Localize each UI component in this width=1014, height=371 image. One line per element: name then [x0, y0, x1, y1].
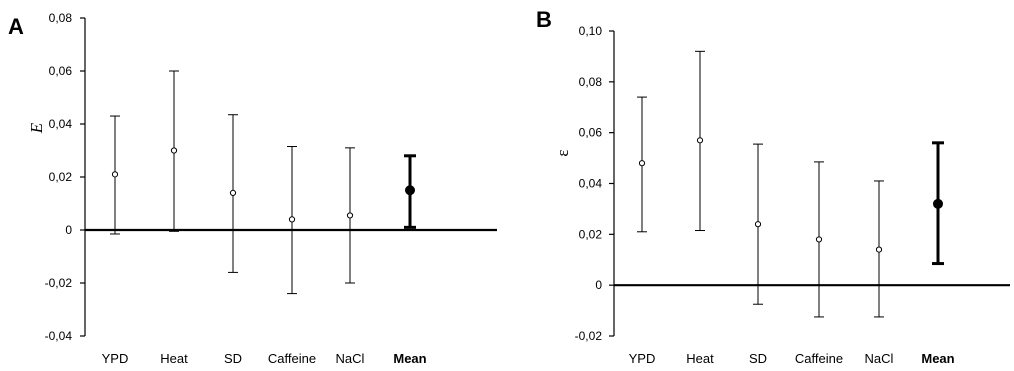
y-tick-label: 0,08: [49, 11, 73, 25]
chart-panel-a: A E 0,08 0,06 0,04 0,02 0 -0,02 -0,04 YPD Heat SD Ca…: [8, 11, 497, 366]
data-point: [933, 198, 943, 209]
y-tick-label: 0,02: [579, 227, 603, 241]
error-bar-sd: [753, 143, 763, 305]
data-point: [346, 212, 354, 219]
data-point: [111, 171, 119, 178]
panel-label: B: [536, 7, 552, 32]
category-label: NaCl: [336, 351, 365, 366]
y-axis-label: ε: [553, 149, 572, 156]
y-tick-label: -0,02: [575, 329, 603, 343]
y-tick-label: 0,06: [579, 126, 603, 140]
data-point: [875, 246, 883, 253]
error-bar-caffeine: [814, 161, 824, 318]
y-tick-label: -0,04: [45, 329, 73, 343]
category-label: Heat: [160, 351, 188, 366]
category-label: Heat: [686, 351, 714, 366]
data-point: [288, 216, 296, 223]
category-label: YPD: [629, 351, 656, 366]
error-bar-ypd: [110, 115, 120, 235]
data-point: [638, 160, 646, 167]
chart-panel-b: Bε 0,10 0,08 0,06 0,04 0,02 0 -0,02 YPD Heat SD Caf…: [536, 7, 1010, 366]
y-tick-label: 0,04: [49, 117, 73, 131]
data-point: [405, 185, 415, 196]
y-tick-label: 0,06: [49, 64, 73, 78]
category-label: Caffeine: [268, 351, 316, 366]
category-label: Mean: [921, 351, 954, 366]
panel-label: A: [8, 14, 24, 39]
y-tick-label: 0,02: [49, 170, 73, 184]
category-label: Caffeine: [795, 351, 843, 366]
category-label: SD: [224, 351, 242, 366]
y-tick-label: 0,08: [579, 75, 603, 89]
data-point: [696, 137, 704, 144]
y-tick-label: 0: [595, 278, 602, 292]
error-bar-sd: [228, 114, 238, 273]
error-bar-heat: [695, 50, 705, 232]
data-point: [170, 147, 178, 154]
category-label: YPD: [102, 351, 129, 366]
error-bar-nacl: [345, 147, 355, 284]
error-bar-heat: [169, 70, 179, 232]
error-bar-mean: [404, 154, 416, 229]
error-bar-nacl: [874, 180, 884, 318]
y-tick-label: 0,10: [579, 24, 603, 38]
category-label: NaCl: [865, 351, 894, 366]
error-bar-caffeine: [287, 146, 297, 295]
y-tick-label: 0,04: [579, 177, 603, 191]
error-bar-mean: [932, 141, 944, 266]
data-point: [754, 221, 762, 228]
y-axis-label: E: [27, 122, 46, 134]
data-point: [815, 236, 823, 243]
y-tick-label: -0,02: [45, 276, 73, 290]
category-label: Mean: [393, 351, 426, 366]
data-point: [229, 189, 237, 196]
category-label: SD: [749, 351, 767, 366]
error-bar-ypd: [637, 96, 647, 233]
y-tick-label: 0: [65, 223, 72, 237]
